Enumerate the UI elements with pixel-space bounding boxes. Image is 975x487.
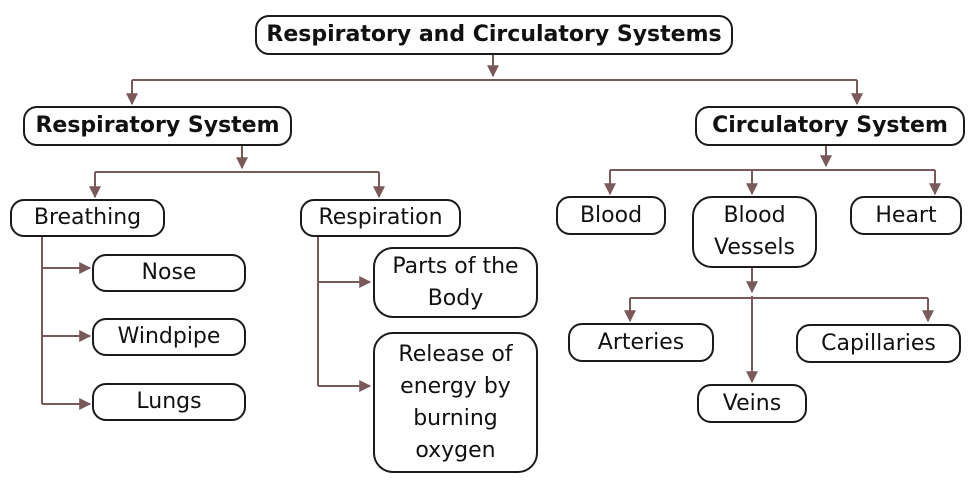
title-node: Respiratory and Circulatory Systems: [255, 15, 733, 55]
nose-node: Nose: [92, 254, 246, 292]
respiratory-system-node: Respiratory System: [23, 106, 292, 146]
windpipe-node: Windpipe: [92, 318, 246, 356]
breathing-node: Breathing: [10, 199, 165, 237]
arteries-node: Arteries: [568, 323, 714, 362]
veins-node: Veins: [697, 384, 807, 423]
parts-of-body-label: Parts of the Body: [392, 253, 519, 311]
respiration-node: Respiration: [300, 199, 461, 237]
blood-vessels-node: Blood Vessels: [692, 196, 817, 268]
release-energy-node: Release of energy by burning oxygen: [373, 332, 538, 473]
heart-node: Heart: [850, 196, 962, 235]
blood-vessels-label: Blood Vessels: [714, 203, 795, 260]
capillaries-node: Capillaries: [796, 324, 961, 363]
lungs-node: Lungs: [92, 383, 246, 421]
circulatory-system-node: Circulatory System: [695, 106, 965, 146]
blood-node: Blood: [556, 196, 666, 235]
release-energy-label: Release of energy by burning oxygen: [398, 341, 513, 463]
parts-of-body-node: Parts of the Body: [373, 247, 538, 318]
